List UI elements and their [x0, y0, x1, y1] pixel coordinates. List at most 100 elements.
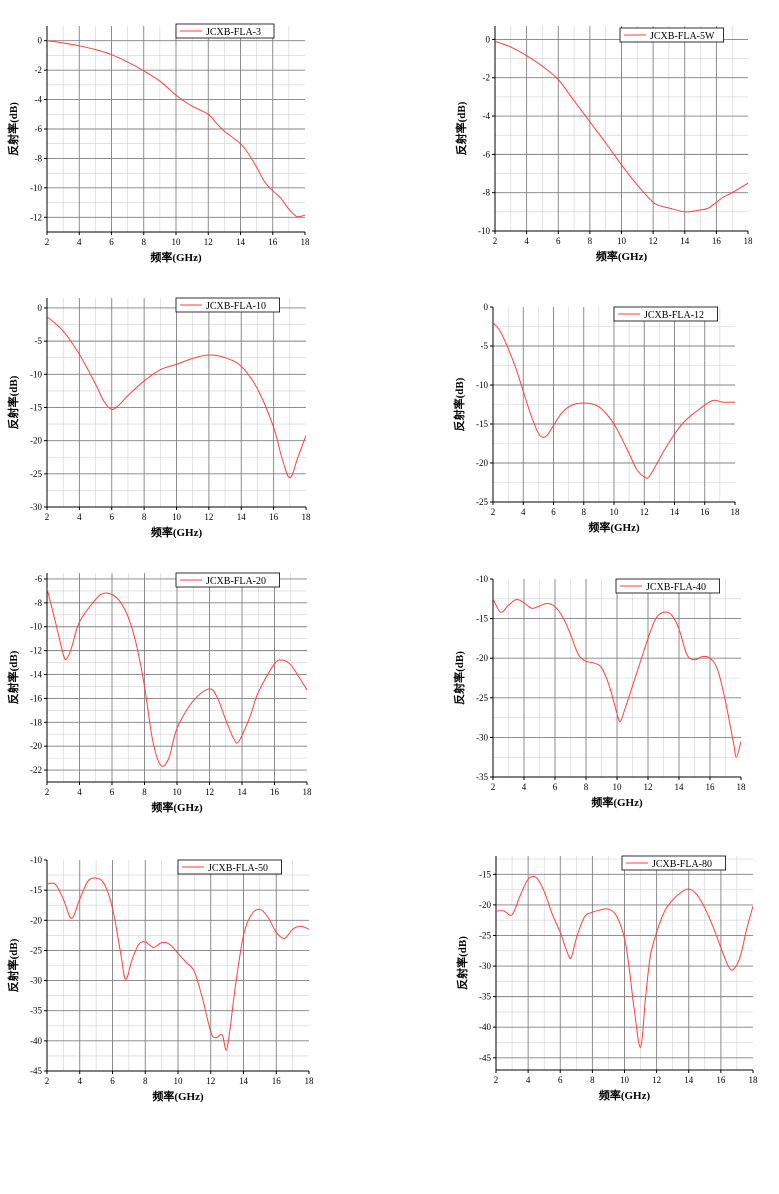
legend-box	[175, 297, 280, 313]
series-line	[47, 316, 306, 479]
y-axis-label: 反射率(dB)	[452, 377, 466, 431]
x-tick-label: 10	[613, 782, 623, 792]
y-tick-label: -8	[35, 598, 43, 608]
x-tick-label: 16	[270, 787, 280, 797]
y-axis-label: 反射率(dB)	[6, 102, 20, 156]
x-tick-label: 4	[521, 507, 526, 517]
x-axis-label: 频率(GHz)	[599, 1088, 651, 1102]
y-tick-label: -10	[478, 226, 490, 236]
x-tick-label: 6	[556, 236, 561, 246]
y-tick-label: -10	[30, 369, 42, 379]
y-tick-label: -16	[30, 693, 42, 703]
legend-label: JCXB-FLA-10	[206, 301, 266, 312]
y-tick-label: 0	[484, 302, 489, 312]
x-tick-label: 4	[78, 1076, 83, 1086]
x-tick-label: 14	[239, 1076, 249, 1086]
x-tick-label: 14	[236, 237, 246, 247]
y-tick-label: -12	[30, 212, 42, 222]
legend-box	[615, 578, 720, 594]
y-tick-label: -4	[35, 95, 43, 105]
x-tick-label: 2	[491, 782, 496, 792]
x-tick-label: 14	[670, 507, 680, 517]
y-tick-label: -20	[479, 900, 491, 910]
y-tick-label: -15	[479, 869, 491, 879]
x-tick-label: 8	[143, 1076, 148, 1086]
y-tick-label: -6	[35, 124, 43, 134]
series-line	[47, 40, 305, 218]
legend-box	[613, 306, 718, 322]
x-tick-label: 6	[109, 237, 114, 247]
x-axis-label: 频率(GHz)	[596, 249, 648, 263]
x-axis-label: 频率(GHz)	[588, 520, 640, 534]
x-tick-label: 16	[706, 782, 716, 792]
x-tick-label: 16	[712, 236, 722, 246]
x-axis-label: 频率(GHz)	[150, 250, 202, 264]
legend-label: JCXB-FLA-12	[644, 310, 704, 321]
y-tick-label: -25	[479, 930, 491, 940]
x-tick-label: 18	[731, 507, 741, 517]
y-axis-label: 反射率(dB)	[455, 936, 469, 990]
x-tick-label: 6	[110, 512, 115, 522]
x-tick-label: 14	[680, 236, 690, 246]
series-line	[493, 598, 741, 758]
y-tick-label: -35	[476, 772, 488, 782]
y-tick-label: -30	[476, 732, 488, 742]
y-tick-label: -20	[476, 653, 488, 663]
x-tick-label: 16	[272, 1076, 282, 1086]
x-axis-label: 频率(GHz)	[151, 525, 203, 539]
y-tick-label: -5	[481, 341, 489, 351]
x-tick-label: 12	[204, 237, 213, 247]
y-tick-label: -35	[479, 992, 491, 1002]
y-tick-label: -20	[30, 741, 42, 751]
x-tick-label: 8	[582, 507, 587, 517]
y-tick-label: -40	[479, 1022, 491, 1032]
x-tick-label: 8	[590, 1075, 595, 1085]
y-tick-label: -15	[30, 402, 42, 412]
x-tick-label: 14	[675, 782, 685, 792]
x-tick-label: 6	[110, 1076, 115, 1086]
y-tick-label: -45	[479, 1053, 491, 1063]
x-tick-label: 12	[204, 512, 213, 522]
x-tick-label: 14	[238, 787, 248, 797]
chart-panel: 2 4 6 8 10 12 14 16 18 0 -5 -10 -15 -20 -25 频率(GHz) 反射率(…	[452, 302, 740, 534]
y-tick-label: 0	[38, 36, 43, 46]
chart-panel: 2 4 6 8 10 12 14 16 18 -15 -20 -25 -30 -35 -40 -45 频率(GH…	[455, 855, 758, 1102]
y-tick-label: -20	[30, 436, 42, 446]
x-tick-label: 4	[77, 237, 82, 247]
y-tick-label: -30	[479, 961, 491, 971]
x-tick-label: 4	[77, 512, 82, 522]
series-line	[496, 875, 753, 1048]
legend-label: JCXB-FLA-40	[646, 582, 706, 593]
y-tick-label: -8	[483, 188, 491, 198]
legend-label: JCXB-FLA-5W	[650, 31, 715, 42]
legend-box	[175, 23, 275, 39]
x-tick-label: 8	[588, 236, 593, 246]
y-tick-label: -10	[30, 855, 42, 865]
x-tick-label: 18	[737, 782, 747, 792]
y-tick-label: -4	[483, 111, 491, 121]
x-tick-label: 10	[174, 1076, 184, 1086]
x-tick-label: 10	[617, 236, 627, 246]
legend-label: JCXB-FLA-50	[208, 863, 268, 874]
legend-box	[619, 27, 724, 43]
legend-label: JCXB-FLA-3	[206, 27, 261, 38]
y-tick-label: -18	[30, 717, 42, 727]
x-tick-label: 4	[522, 782, 527, 792]
y-tick-label: -20	[30, 915, 42, 925]
chart-panel: 2 4 6 8 10 12 14 16 18 -10 -15 -20 -25 -30 -35 频率(GHz) 反…	[452, 574, 746, 809]
x-tick-label: 8	[142, 787, 147, 797]
chart-panel: 2 4 6 8 10 12 14 16 18 0 -2 -4 -6 -8 -10 -12 频率(GHz) 反射率(…	[6, 23, 310, 264]
y-tick-label: -10	[476, 574, 488, 584]
y-tick-label: -25	[476, 693, 488, 703]
x-tick-label: 18	[744, 236, 754, 246]
chart-panel: 2 4 6 8 10 12 14 16 18 -10 -15 -20 -25 -30 -35 -40 -45 频率…	[6, 855, 314, 1103]
x-tick-label: 4	[77, 787, 82, 797]
y-tick-label: -22	[30, 765, 42, 775]
x-tick-label: 2	[45, 1076, 50, 1086]
legend-label: JCXB-FLA-20	[206, 576, 266, 587]
chart-panel: 2 4 6 8 10 12 14 16 18 -6 -8 -10 -12 -14 -16 -18 -20 -22 频…	[6, 572, 312, 814]
x-tick-label: 6	[110, 787, 115, 797]
x-tick-label: 2	[45, 237, 50, 247]
x-tick-label: 12	[205, 787, 214, 797]
